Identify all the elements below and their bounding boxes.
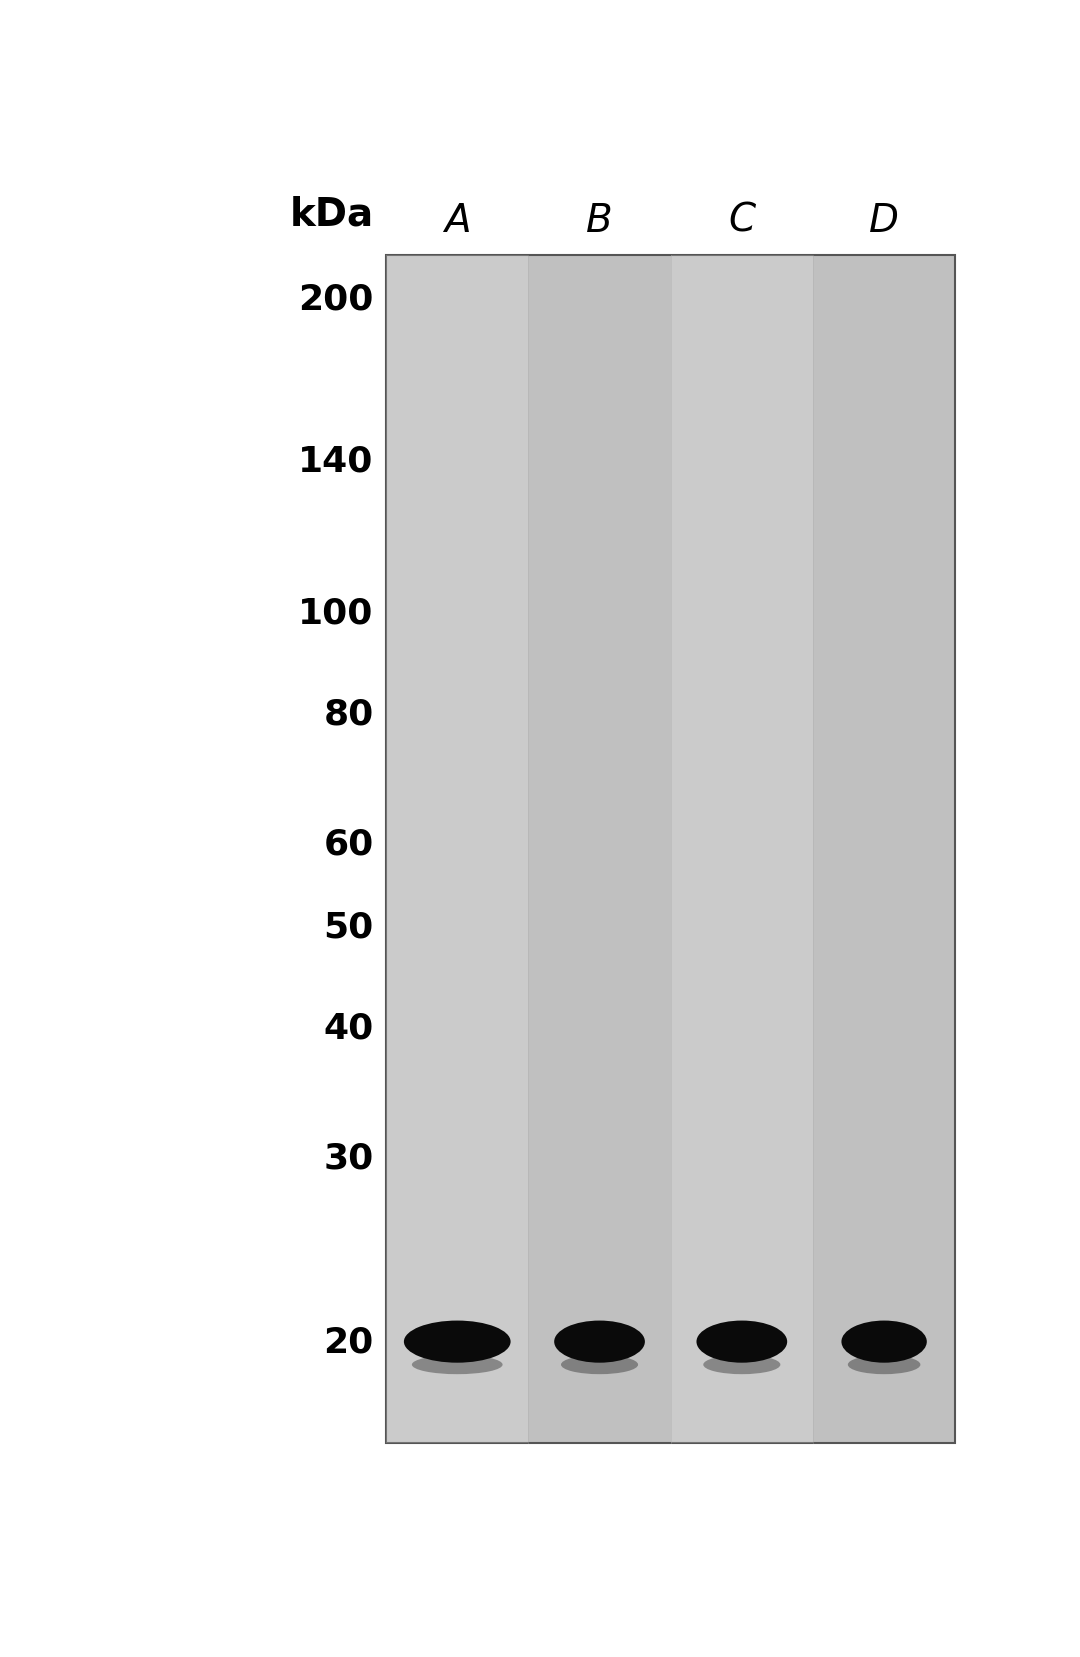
Bar bbox=[387, 257, 956, 1443]
Ellipse shape bbox=[703, 1355, 781, 1374]
Ellipse shape bbox=[848, 1355, 920, 1374]
Text: 80: 80 bbox=[323, 698, 374, 731]
Text: 50: 50 bbox=[323, 910, 374, 944]
Ellipse shape bbox=[554, 1321, 645, 1362]
Text: 60: 60 bbox=[323, 827, 374, 862]
Text: A: A bbox=[444, 202, 471, 240]
Text: D: D bbox=[869, 202, 899, 240]
Text: C: C bbox=[728, 202, 755, 240]
Text: kDa: kDa bbox=[289, 196, 374, 234]
Text: 140: 140 bbox=[298, 444, 374, 477]
Ellipse shape bbox=[697, 1321, 787, 1362]
Text: 30: 30 bbox=[323, 1142, 374, 1175]
Text: 100: 100 bbox=[298, 597, 374, 630]
Text: B: B bbox=[586, 202, 612, 240]
Ellipse shape bbox=[404, 1321, 511, 1362]
Ellipse shape bbox=[561, 1355, 638, 1374]
Text: 20: 20 bbox=[323, 1326, 374, 1359]
Ellipse shape bbox=[411, 1355, 502, 1374]
Bar bbox=[387, 257, 528, 1443]
Text: 40: 40 bbox=[323, 1011, 374, 1046]
Ellipse shape bbox=[841, 1321, 927, 1362]
Text: 200: 200 bbox=[298, 282, 374, 316]
Bar bbox=[671, 257, 813, 1443]
